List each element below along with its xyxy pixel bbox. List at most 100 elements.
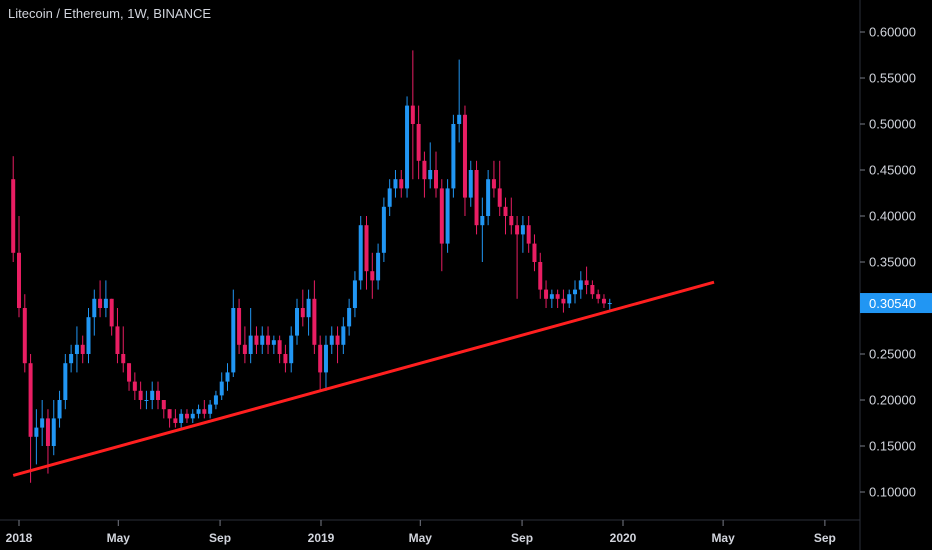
candle [312, 280, 317, 354]
candle [11, 156, 16, 262]
candle [515, 216, 520, 299]
candle-body [86, 317, 91, 354]
candle [578, 271, 583, 299]
candle [184, 409, 189, 423]
candle-body [196, 409, 201, 414]
candle [538, 252, 543, 299]
candle [341, 317, 346, 354]
candle [607, 298, 612, 310]
y-tick-label: 0.50000 [869, 117, 916, 132]
candle-body [254, 335, 259, 345]
x-tick-label: Sep [209, 531, 231, 545]
candle [497, 160, 502, 216]
candle-body [497, 188, 502, 207]
candle [387, 179, 392, 216]
candle-body [370, 271, 375, 281]
candle [584, 266, 589, 295]
candle [434, 151, 439, 198]
candle [318, 335, 323, 391]
candle-body [561, 298, 566, 304]
trend-line[interactable] [12, 280, 715, 477]
candle [103, 280, 108, 318]
y-tick-label: 0.35000 [869, 255, 916, 270]
candle-body [248, 335, 253, 354]
candle-body [387, 188, 392, 207]
candle [416, 105, 421, 180]
candle [323, 335, 328, 391]
candle-body [69, 354, 74, 364]
candle [45, 409, 50, 474]
x-tick-label: Sep [511, 531, 533, 545]
candle-body [549, 294, 554, 299]
candle [300, 289, 305, 327]
x-tick-label: May [711, 531, 735, 545]
candle [503, 197, 508, 235]
candle-body [74, 344, 79, 354]
candle-body [57, 400, 62, 419]
candle-body [173, 418, 178, 423]
candle-body [318, 344, 323, 373]
y-tick-label: 0.40000 [869, 209, 916, 224]
candle-body [51, 418, 56, 446]
candle-body [121, 354, 126, 364]
candle-body [590, 285, 595, 295]
y-tick-label: 0.45000 [869, 163, 916, 178]
candle [509, 197, 514, 235]
candle-body [509, 216, 514, 226]
candle-body [347, 308, 352, 327]
candle-body [167, 409, 172, 419]
candle [439, 179, 444, 272]
candle-body [179, 413, 184, 423]
candle-body [300, 308, 305, 318]
candle [34, 409, 39, 465]
candle-body [410, 105, 415, 124]
candle-body [555, 294, 560, 299]
candle [590, 280, 595, 299]
candle [242, 326, 247, 364]
candle [526, 216, 531, 253]
candle [51, 400, 56, 456]
y-tick-label: 0.10000 [869, 485, 916, 500]
candle-body [289, 335, 294, 364]
candle [213, 390, 218, 410]
y-tick-label: 0.15000 [869, 439, 916, 454]
candle-body [364, 225, 369, 272]
candle [486, 170, 491, 226]
candle-body [607, 303, 612, 305]
candle-body [428, 170, 433, 180]
candle [92, 289, 97, 336]
candle [364, 216, 369, 290]
candle [381, 197, 386, 262]
candle-body [219, 381, 224, 396]
candle-body [45, 418, 50, 446]
y-tick-label: 0.60000 [869, 25, 916, 40]
candle-body [596, 294, 601, 299]
candle [17, 216, 21, 318]
candle-body [358, 225, 363, 281]
candle-body [283, 354, 288, 364]
candle-body [132, 381, 137, 391]
candle-body [202, 409, 207, 414]
candle [266, 326, 271, 354]
candle-body [405, 105, 410, 189]
candle-body [323, 344, 328, 373]
candle-body [237, 308, 242, 345]
x-tick-label: May [107, 531, 131, 545]
x-tick-label: 2020 [610, 531, 637, 545]
candle [260, 326, 265, 354]
y-tick-label: 0.55000 [869, 71, 916, 86]
y-tick-label: 0.20000 [869, 393, 916, 408]
candle [109, 298, 114, 336]
x-tick-label: 2019 [308, 531, 335, 545]
candle [306, 289, 311, 336]
candle-body [11, 179, 16, 253]
candle-body [341, 326, 346, 345]
candle-body [17, 252, 21, 308]
candle [150, 381, 155, 410]
candle-body [156, 390, 161, 400]
candle [231, 289, 236, 377]
candle-body [190, 413, 195, 419]
candle [573, 280, 578, 304]
candle-body [40, 418, 45, 428]
